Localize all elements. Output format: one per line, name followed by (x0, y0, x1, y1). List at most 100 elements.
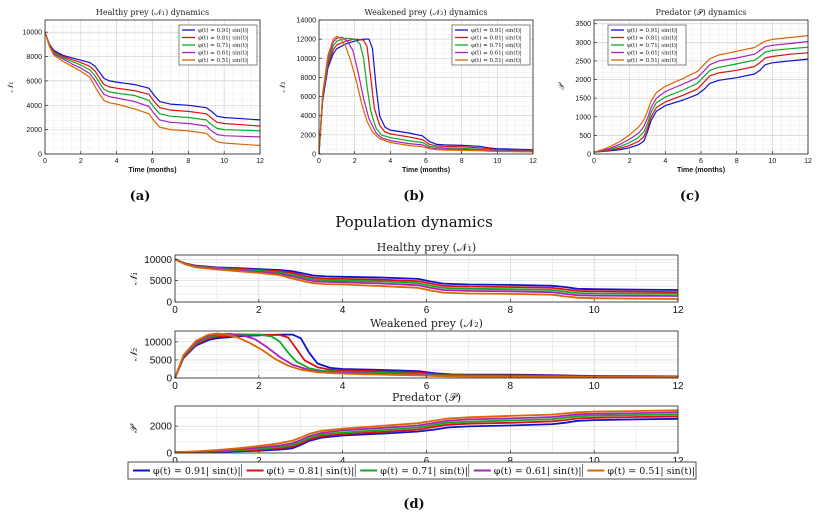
legend: φ(t) = 0.91| sin(t)|φ(t) = 0.81| sin(t)|… (607, 24, 687, 66)
x-tick-label: 12 (672, 381, 684, 392)
legend-entry: φ(t) = 0.81| sin(t)| (198, 35, 249, 42)
y-tick-label: 6000 (26, 78, 42, 85)
series-line-s061 (593, 41, 809, 153)
legend-box (127, 461, 697, 480)
x-tick-label: 10 (589, 381, 601, 392)
legend-entry: φ(t) = 0.51| sin(t)| (471, 57, 522, 64)
y-tick-label: 10000 (23, 30, 43, 37)
x-tick-label: 8 (735, 158, 739, 165)
y-tick-label: 4000 (300, 113, 316, 120)
chart-panel-3: 0 2 4 6 8 10 12 0 5000 10000 Healthy prey (𝒩₁) 𝒩₁ (129, 241, 684, 316)
legend-entry: φ(t) = 0.51| sin(t)| (198, 57, 249, 64)
series-line-s051 (174, 409, 679, 454)
y-tick-label: 3500 (575, 21, 591, 28)
series-line-s051 (174, 258, 679, 300)
x-tick-label: 6 (424, 305, 430, 316)
series-line-s071 (593, 46, 809, 153)
y-tick-label: 12000 (297, 37, 317, 44)
series-line-s081 (593, 52, 809, 153)
y-tick-label: 8000 (26, 54, 42, 61)
series-line-s081 (44, 32, 261, 127)
series-line-s061 (174, 411, 679, 454)
x-tick-label: 6 (699, 158, 703, 165)
x-axis-label: Time (months) (677, 167, 725, 174)
y-tick-label: 6000 (300, 94, 316, 101)
x-tick-label: 4 (115, 158, 119, 165)
panel-caption: (b) (403, 189, 424, 204)
y-tick-label: 1500 (575, 96, 591, 103)
legend-entry: φ(t) = 0.91| sin(t)| (627, 27, 678, 34)
series-line-s071 (44, 32, 261, 132)
x-tick-label: 4 (340, 381, 346, 392)
y-tick-label: 3000 (575, 40, 591, 47)
panel-title: Predator (𝒫) (392, 391, 461, 404)
x-tick-label: 2 (628, 158, 632, 165)
x-tick-label: 6 (424, 456, 430, 467)
series-line-s051 (318, 35, 534, 155)
x-tick-label: 4 (663, 158, 667, 165)
y-tick-label: 500 (579, 133, 591, 140)
y-tick-label: 0 (166, 449, 172, 460)
x-tick-label: 4 (340, 456, 346, 467)
x-tick-label: 12 (804, 158, 812, 165)
chart-panel-1: 0 2 4 6 8 10 12 0 2000 4000 6000 8000 10000 12000 1400… (278, 8, 537, 174)
figure-title: Population dynamics (335, 213, 493, 231)
x-tick-label: 0 (592, 158, 596, 165)
series-line-s071 (318, 37, 534, 155)
legend-entry: φ(t) = 0.81| sin(t)| (267, 466, 355, 477)
bottom-legend: φ(t) = 0.91| sin(t)| φ(t) = 0.81| sin(t)|… (127, 461, 697, 480)
series-line-s051 (44, 32, 261, 147)
panel-caption: (c) (680, 189, 700, 204)
x-tick-label: 2 (79, 158, 83, 165)
x-tick-label: 6 (424, 381, 430, 392)
x-tick-label: 2 (256, 305, 262, 316)
x-tick-label: 0 (317, 158, 321, 165)
x-tick-label: 6 (151, 158, 155, 165)
series-line-s051 (174, 332, 679, 379)
panel-title: Weakened prey (𝒩₂) dynamics (365, 8, 488, 17)
chart-panel-5: 0 2 4 6 8 10 12 0 2000 Predator (𝒫) 𝒫 (129, 391, 684, 467)
legend-entry: φ(t) = 0.61| sin(t)| (627, 50, 678, 57)
x-tick-label: 2 (353, 158, 357, 165)
chart-panel-0: 0 2 4 6 8 10 12 0 2000 4000 6000 8000 10000 Healthy p… (6, 8, 264, 174)
y-tick-label: 2500 (575, 58, 591, 65)
y-tick-label: 14000 (297, 18, 317, 25)
legend-entry: φ(t) = 0.51| sin(t)| (607, 466, 695, 477)
x-tick-label: 10 (220, 158, 228, 165)
x-tick-label: 2 (256, 381, 262, 392)
x-tick-label: 6 (424, 158, 428, 165)
y-tick-label: 2000 (300, 132, 316, 139)
y-tick-label: 10000 (144, 337, 172, 348)
x-tick-label: 12 (672, 456, 684, 467)
legend-entry: φ(t) = 0.71| sin(t)| (198, 42, 249, 49)
legend-entry: φ(t) = 0.81| sin(t)| (471, 35, 522, 42)
x-tick-label: 12 (672, 305, 684, 316)
x-tick-label: 0 (43, 158, 47, 165)
x-tick-label: 0 (172, 381, 178, 392)
chart-panel-2: 0 2 4 6 8 10 12 0 500 1000 1500 2000 2500 3000 3500 Pre… (557, 8, 812, 174)
legend-entry: φ(t) = 0.61| sin(t)| (494, 466, 582, 477)
legend-entry: φ(t) = 0.71| sin(t)| (627, 42, 678, 49)
panel-title: Predator (𝒫) dynamics (655, 8, 746, 17)
series-line-s071 (174, 413, 679, 454)
x-tick-label: 8 (508, 456, 514, 467)
y-axis-label: 𝒩₁ (6, 82, 15, 93)
series-line-s051 (593, 35, 809, 153)
y-tick-label: 0 (587, 152, 591, 159)
legend-entry: φ(t) = 0.71| sin(t)| (380, 466, 468, 477)
y-tick-label: 2000 (26, 127, 42, 134)
x-tick-label: 4 (388, 158, 392, 165)
legend-entry: φ(t) = 0.81| sin(t)| (627, 35, 678, 42)
legend-entry: φ(t) = 0.51| sin(t)| (627, 57, 678, 64)
y-axis-label: 𝒫 (129, 423, 140, 433)
y-tick-label: 2000 (150, 422, 173, 433)
legend-entry: φ(t) = 0.71| sin(t)| (471, 42, 522, 49)
x-tick-label: 10 (493, 158, 501, 165)
series-line-s091 (318, 38, 534, 155)
chart-panel-4: 0 2 4 6 8 10 12 0 5000 10000 Weakened prey (𝒩₂) 𝒩₂ (129, 317, 684, 392)
x-tick-label: 4 (340, 305, 346, 316)
legend-entry: φ(t) = 0.91| sin(t)| (198, 27, 249, 34)
x-tick-label: 12 (256, 158, 264, 165)
y-tick-label: 5000 (150, 276, 173, 287)
series-line-s081 (318, 38, 534, 155)
